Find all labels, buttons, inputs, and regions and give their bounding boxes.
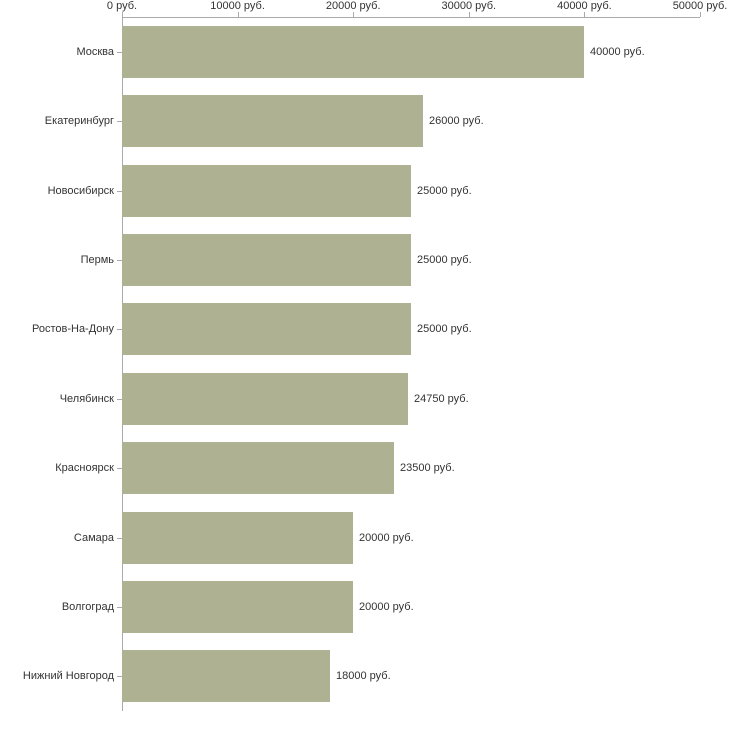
- y-tick-mark: [117, 676, 122, 677]
- bar[interactable]: [122, 650, 330, 702]
- category-label: Волгоград: [61, 601, 114, 613]
- category-label: Нижний Новгород: [22, 670, 114, 682]
- bar-value-label: 20000 руб.: [359, 532, 414, 544]
- x-tick-mark: [584, 12, 586, 17]
- category-label: Екатеринбург: [44, 115, 114, 127]
- bar-value-label: 24750 руб.: [414, 393, 469, 405]
- bar-value-label: 18000 руб.: [336, 670, 391, 682]
- bar[interactable]: [122, 303, 411, 355]
- category-label: Красноярск: [55, 462, 114, 474]
- y-tick-mark: [117, 52, 122, 53]
- bar-value-label: 26000 руб.: [429, 115, 484, 127]
- category-label: Пермь: [80, 254, 114, 266]
- bar[interactable]: [122, 26, 584, 78]
- category-label: Новосибирск: [47, 185, 114, 197]
- bar-value-label: 23500 руб.: [400, 462, 455, 474]
- x-axis-line: [122, 17, 700, 18]
- bar[interactable]: [122, 95, 423, 147]
- x-tick-mark: [122, 12, 123, 17]
- x-tick-mark: [353, 12, 355, 17]
- y-tick-mark: [117, 329, 122, 330]
- bar[interactable]: [122, 442, 394, 494]
- x-tick-mark: [700, 12, 701, 17]
- y-axis-line: [122, 17, 123, 711]
- y-tick-mark: [117, 121, 122, 122]
- bar[interactable]: [122, 373, 408, 425]
- bar[interactable]: [122, 234, 411, 286]
- bar[interactable]: [122, 165, 411, 217]
- bar-value-label: 25000 руб.: [417, 254, 472, 266]
- y-tick-mark: [117, 399, 122, 400]
- bar-value-label: 20000 руб.: [359, 601, 414, 613]
- bar[interactable]: [122, 581, 353, 633]
- x-tick-mark: [468, 12, 470, 17]
- x-tick-label: 20000 руб.: [325, 0, 381, 12]
- bar-value-label: 25000 руб.: [417, 185, 472, 197]
- x-tick-label: 50000 руб.: [672, 0, 728, 12]
- y-tick-mark: [117, 191, 122, 192]
- x-tick-label: 40000 руб.: [557, 0, 612, 12]
- bar-value-label: 25000 руб.: [417, 323, 472, 335]
- x-tick-mark: [237, 12, 239, 17]
- x-tick-label: 10000 руб.: [210, 0, 265, 12]
- x-tick-label: 0 руб.: [106, 0, 138, 12]
- y-tick-mark: [117, 260, 122, 261]
- category-label: Самара: [73, 532, 114, 544]
- x-tick-label: 30000 руб.: [441, 0, 497, 12]
- bar[interactable]: [122, 512, 353, 564]
- y-tick-mark: [117, 607, 122, 608]
- bar-value-label: 40000 руб.: [590, 46, 645, 58]
- category-label: Челябинск: [59, 393, 114, 405]
- y-tick-mark: [117, 468, 122, 469]
- category-label: Ростов-На-Дону: [31, 323, 114, 335]
- y-tick-mark: [117, 538, 122, 539]
- category-label: Москва: [76, 46, 114, 58]
